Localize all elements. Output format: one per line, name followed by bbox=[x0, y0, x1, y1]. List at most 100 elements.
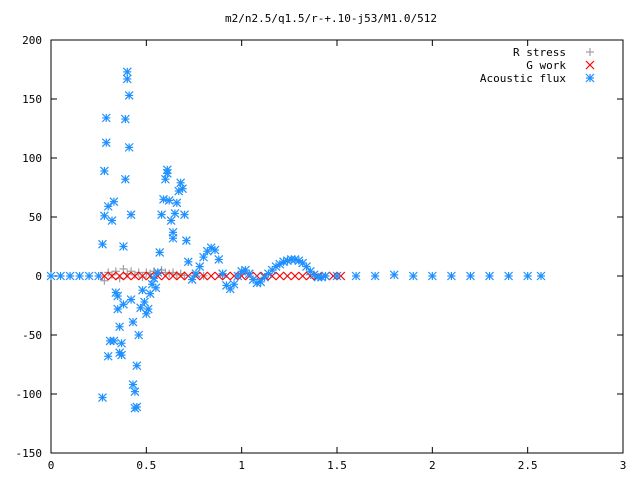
acoustic-flux-point bbox=[126, 295, 136, 305]
x-tick-label: 0 bbox=[48, 459, 55, 472]
acoustic-flux-point bbox=[160, 174, 170, 184]
acoustic-flux-point bbox=[113, 291, 123, 301]
acoustic-flux-point bbox=[302, 262, 311, 271]
g-work-point bbox=[160, 271, 170, 281]
acoustic-flux-point bbox=[210, 245, 220, 255]
x-tick-label: 1.5 bbox=[327, 459, 347, 472]
acoustic-flux-point bbox=[120, 174, 130, 184]
legend-marker bbox=[585, 60, 595, 70]
g-work-point bbox=[115, 271, 125, 281]
acoustic-flux-point bbox=[176, 178, 186, 188]
acoustic-flux-point bbox=[155, 247, 165, 257]
acoustic-flux-point bbox=[214, 255, 224, 264]
acoustic-flux-point bbox=[225, 284, 235, 294]
acoustic-flux-point bbox=[120, 114, 130, 124]
x-tick-label: 3 bbox=[620, 459, 627, 472]
acoustic-flux-point bbox=[103, 201, 113, 211]
x-tick-label: 2 bbox=[429, 459, 436, 472]
acoustic-flux-point bbox=[195, 262, 205, 271]
acoustic-flux-point bbox=[103, 351, 113, 361]
acoustic-flux-point bbox=[130, 387, 140, 397]
acoustic-flux-point bbox=[140, 297, 149, 307]
y-tick-label: 200 bbox=[22, 34, 42, 47]
legend-label: G work bbox=[526, 59, 566, 72]
acoustic-flux-point bbox=[191, 269, 201, 279]
acoustic-flux-point bbox=[233, 271, 243, 281]
acoustic-flux-point bbox=[485, 271, 494, 281]
r-stress-point bbox=[161, 268, 170, 277]
acoustic-flux-point bbox=[523, 271, 533, 281]
acoustic-flux-point bbox=[218, 269, 228, 279]
acoustic-flux-point bbox=[178, 184, 187, 194]
acoustic-flux-point bbox=[122, 74, 132, 84]
r-stress-point bbox=[165, 269, 174, 278]
acoustic-flux-point bbox=[256, 277, 266, 287]
chart-title: m2/n2.5/q1.5/r-+.10-j53/M1.0/512 bbox=[225, 12, 437, 25]
acoustic-flux-point bbox=[408, 271, 418, 281]
acoustic-flux-point bbox=[75, 271, 85, 281]
acoustic-flux-point bbox=[119, 242, 128, 251]
acoustic-flux-point bbox=[427, 271, 437, 281]
acoustic-flux-point bbox=[98, 393, 107, 402]
acoustic-flux-point bbox=[536, 271, 546, 281]
data-marks bbox=[46, 67, 546, 413]
acoustic-flux-point bbox=[162, 168, 172, 178]
acoustic-flux-point bbox=[164, 196, 174, 205]
acoustic-flux-point bbox=[446, 271, 456, 281]
g-work-point bbox=[130, 271, 140, 281]
acoustic-flux-point bbox=[466, 271, 475, 281]
acoustic-flux-point bbox=[117, 350, 126, 360]
acoustic-flux-point bbox=[115, 322, 125, 332]
acoustic-flux-point bbox=[143, 304, 153, 314]
y-tick-label: 50 bbox=[29, 211, 42, 224]
acoustic-flux-point bbox=[181, 236, 191, 246]
y-tick-label: 100 bbox=[22, 152, 42, 165]
legend-label: R stress bbox=[513, 46, 566, 59]
acoustic-flux-point bbox=[321, 271, 330, 281]
g-work-point bbox=[283, 271, 292, 281]
g-work-point bbox=[138, 271, 147, 281]
legend-label: Acoustic flux bbox=[480, 72, 566, 85]
r-stress-point bbox=[108, 270, 117, 279]
acoustic-flux-point bbox=[98, 239, 107, 249]
acoustic-flux-point bbox=[351, 271, 361, 281]
axes: 0 0.5 1 1.5 2 2.5 3 200 150 100 50 0 -50 -100 -150 bbox=[16, 34, 627, 472]
r-stress-point bbox=[100, 276, 109, 285]
acoustic-flux-point bbox=[170, 209, 180, 218]
acoustic-flux-point bbox=[229, 279, 239, 289]
acoustic-flux-point bbox=[180, 210, 189, 220]
g-work-point bbox=[168, 271, 178, 281]
y-tick-label: 150 bbox=[22, 93, 42, 106]
acoustic-flux-point bbox=[122, 67, 132, 77]
acoustic-flux-point bbox=[101, 113, 111, 123]
r-stress-point bbox=[138, 273, 147, 282]
x-tick-label: 2.5 bbox=[518, 459, 538, 472]
acoustic-flux-point bbox=[94, 271, 104, 281]
acoustic-flux-point bbox=[504, 271, 514, 281]
x-tick-label: 1 bbox=[238, 459, 245, 472]
acoustic-flux-point bbox=[99, 166, 109, 176]
g-work-point bbox=[298, 271, 308, 281]
acoustic-flux-point bbox=[119, 299, 128, 309]
g-work-point bbox=[122, 271, 132, 281]
acoustic-flux-point bbox=[153, 268, 163, 277]
y-tick-label: 0 bbox=[35, 270, 42, 283]
acoustic-flux-point bbox=[109, 197, 119, 207]
g-work-point bbox=[290, 271, 300, 281]
g-work-point bbox=[206, 271, 216, 281]
acoustic-flux-point bbox=[183, 257, 193, 267]
g-work-point bbox=[275, 271, 285, 281]
y-tick-label: -150 bbox=[16, 447, 43, 460]
r-stress-point bbox=[127, 267, 136, 276]
acoustic-flux-point bbox=[159, 194, 168, 204]
acoustic-flux-point bbox=[124, 91, 134, 100]
acoustic-flux-point bbox=[134, 330, 144, 340]
acoustic-flux-point bbox=[128, 317, 138, 327]
r-stress-point bbox=[119, 264, 128, 273]
acoustic-flux-point bbox=[101, 138, 111, 148]
acoustic-flux-point bbox=[46, 271, 56, 281]
acoustic-flux-point bbox=[389, 270, 399, 280]
series-2 bbox=[46, 67, 546, 413]
